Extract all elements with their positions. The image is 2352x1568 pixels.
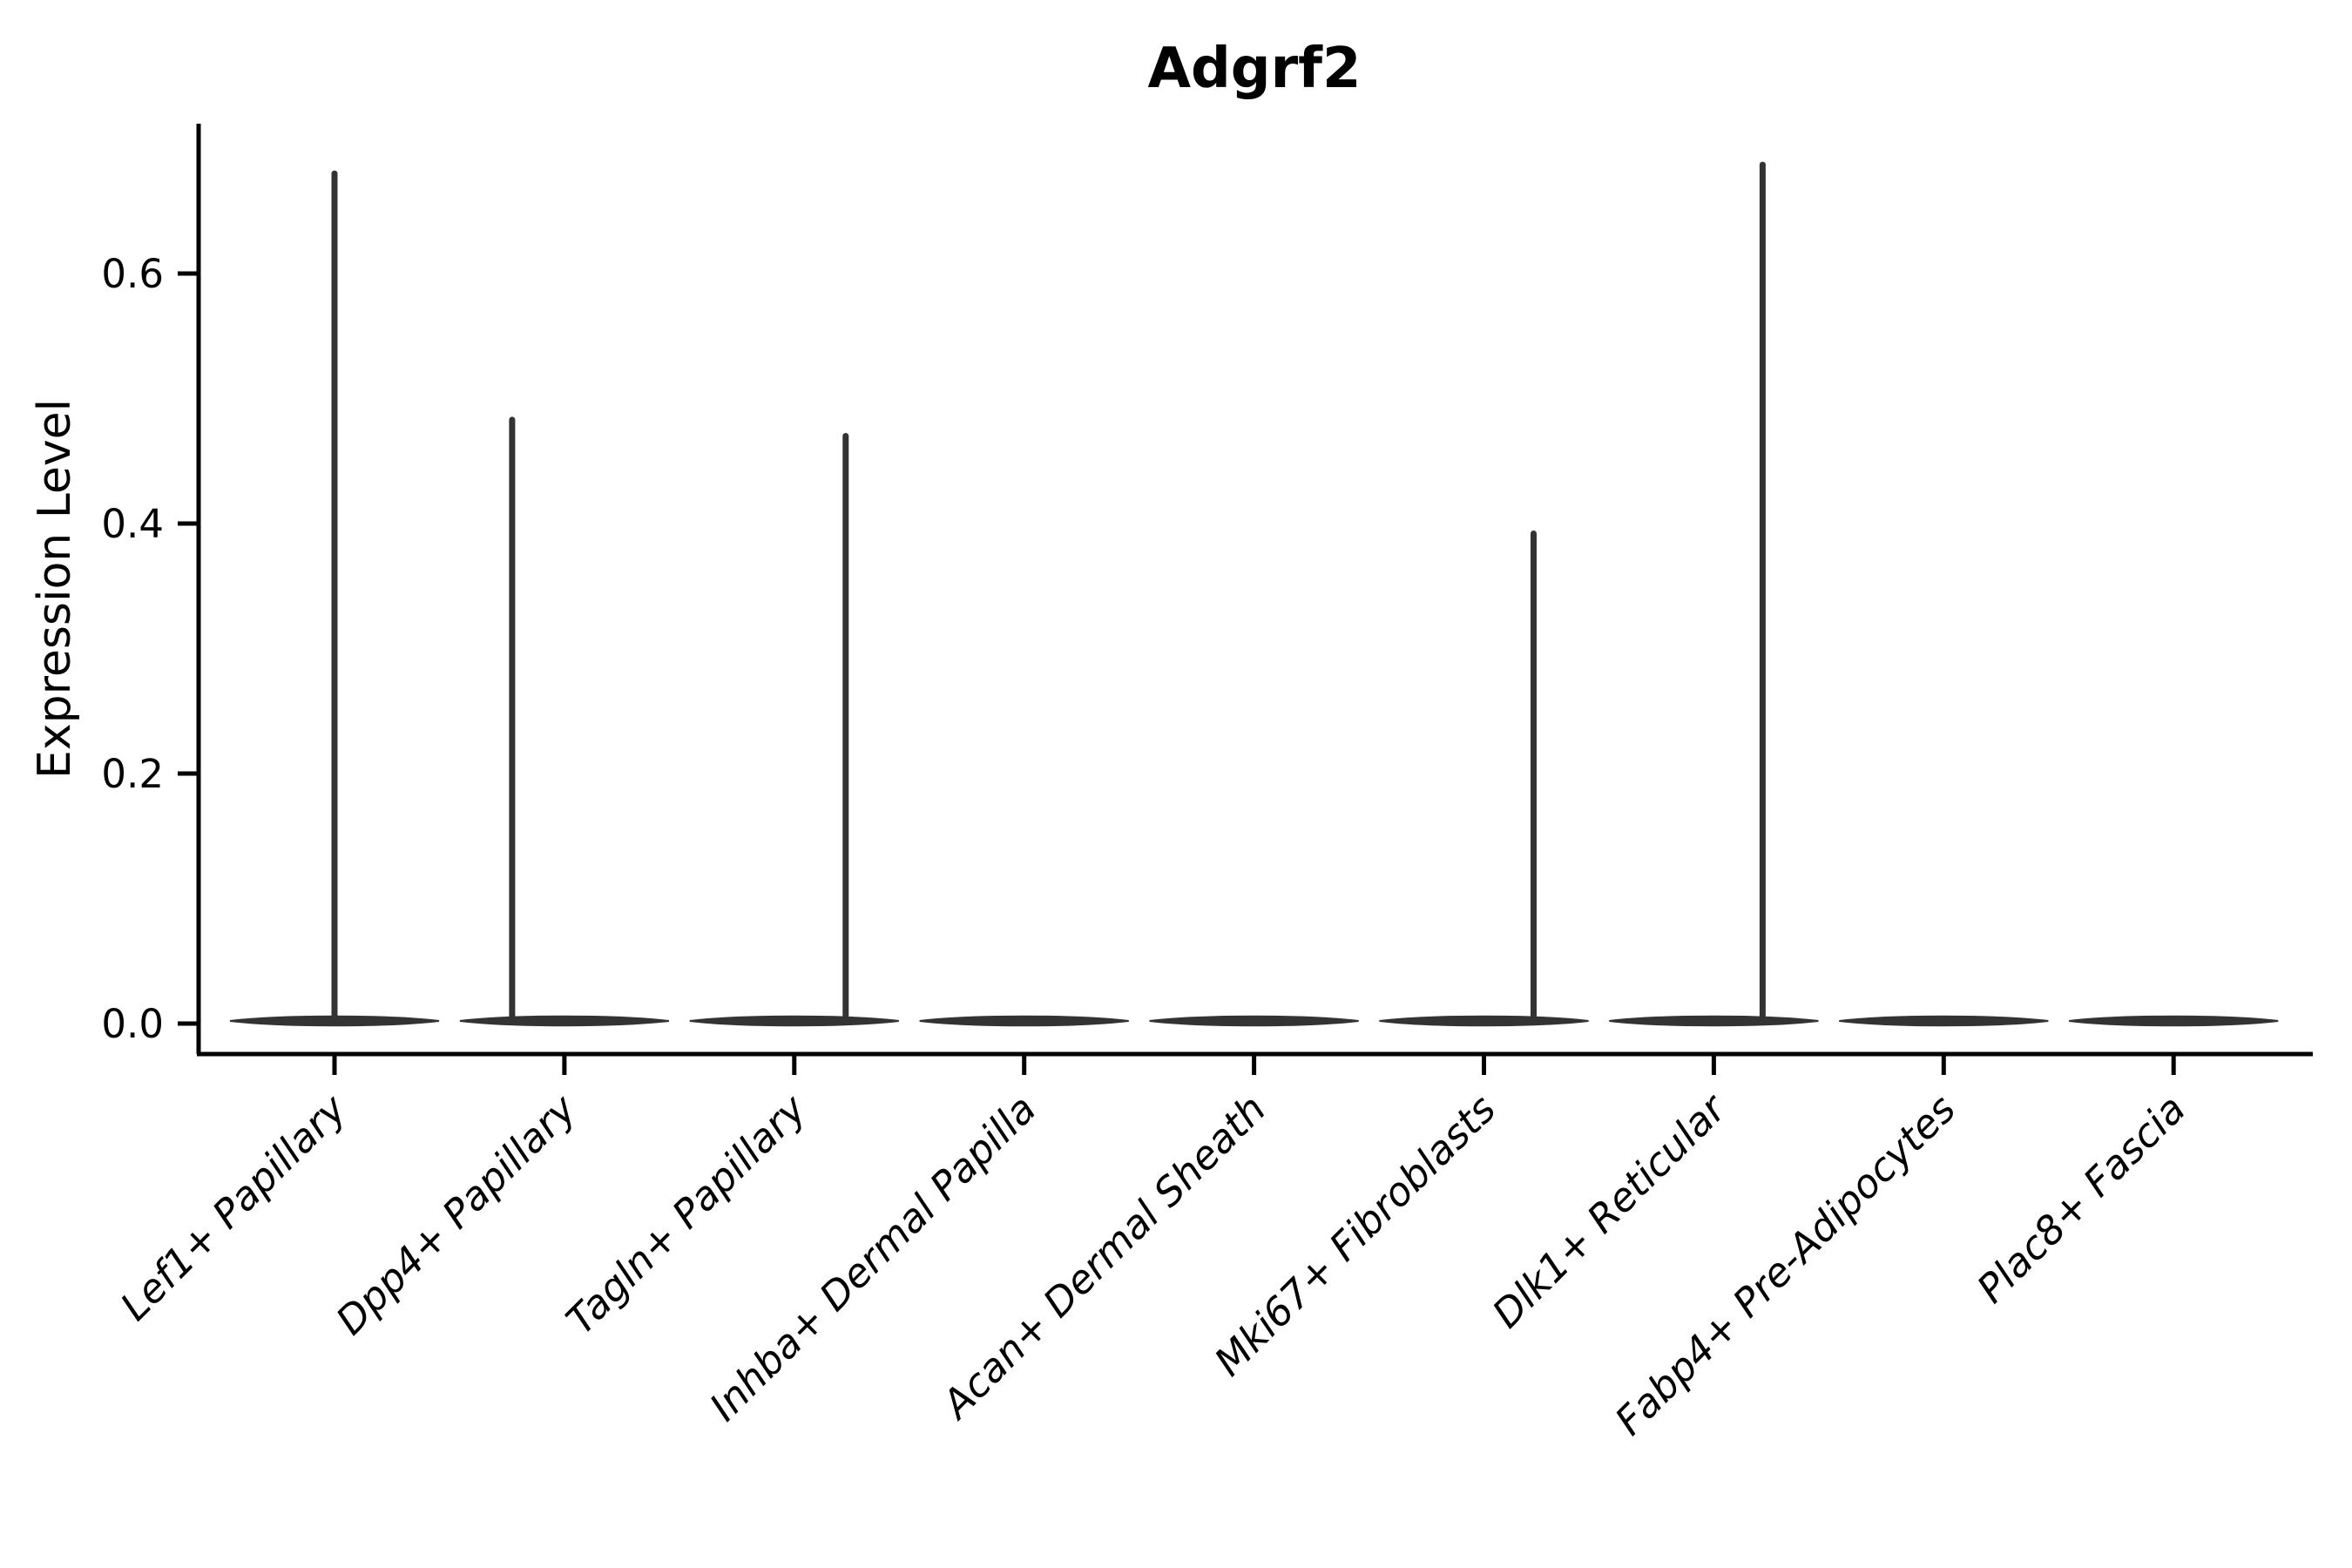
- violin: [919, 1015, 1129, 1027]
- violin: [689, 433, 899, 1027]
- y-axis-label: Expression Level: [29, 399, 81, 779]
- x-tick-label: Dlk1+ Reticular: [1484, 1085, 1736, 1337]
- violin-body: [2069, 1015, 2279, 1027]
- x-tick-label: Tagln+ Papillary: [558, 1085, 816, 1343]
- y-tick-label: 0.4: [101, 501, 164, 547]
- violin: [459, 416, 670, 1027]
- violin-body: [689, 1015, 899, 1027]
- x-tick-label: Dpp4+ Papillary: [327, 1085, 585, 1343]
- violin-body: [919, 1015, 1129, 1027]
- y-tick-label: 0.6: [101, 251, 164, 297]
- y-tick-label: 0.0: [101, 1001, 164, 1047]
- y-tick-label: 0.2: [101, 751, 164, 797]
- violin: [229, 170, 440, 1027]
- chart-title: Adgrf2: [1147, 37, 1361, 101]
- y-tick-labels: 0.0 0.2 0.4 0.6: [101, 251, 199, 1047]
- x-tick-label: Plac8+ Fascia: [1968, 1085, 2194, 1312]
- violin-body: [1839, 1015, 2049, 1027]
- violin-body: [459, 1015, 670, 1027]
- violin: [1609, 161, 1819, 1027]
- violin-body: [1379, 1015, 1589, 1027]
- violin: [1379, 530, 1589, 1027]
- x-tick-label: Lef1+ Papillary: [112, 1085, 356, 1329]
- violin-body: [1149, 1015, 1359, 1027]
- violins: [229, 161, 2279, 1027]
- violin: [1839, 1015, 2049, 1027]
- violin-body: [1609, 1015, 1819, 1027]
- violin: [2069, 1015, 2279, 1027]
- violin: [1149, 1015, 1359, 1027]
